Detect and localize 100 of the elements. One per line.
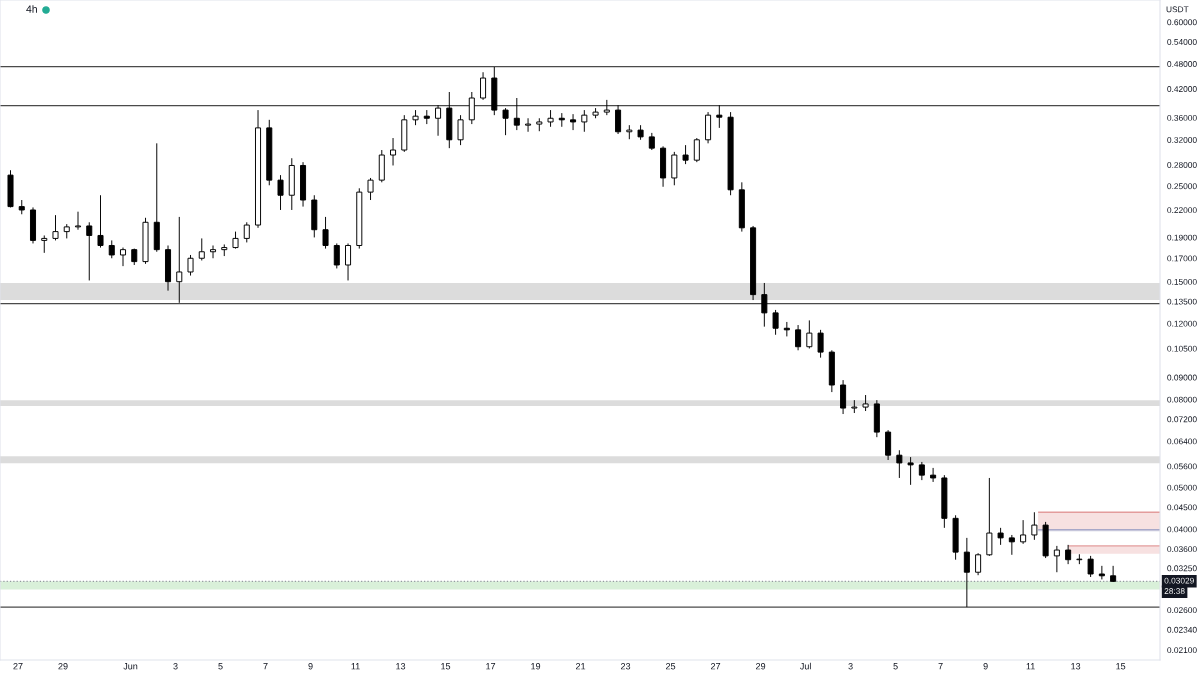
candlestick [907, 456, 914, 486]
y-tick-label: 0.06400 [1167, 438, 1197, 445]
candlestick [1008, 534, 1015, 556]
x-tick-label: 3 [173, 663, 178, 670]
candlestick [918, 461, 925, 481]
y-tick-label: 0.04000 [1167, 526, 1197, 533]
candlestick [502, 107, 509, 136]
x-tick-label: 29 [756, 663, 766, 670]
x-tick-label: 15 [441, 663, 451, 670]
y-tick-label: 0.25000 [1167, 183, 1197, 190]
x-tick-label: 11 [1026, 663, 1035, 670]
x-tick-label: 9 [308, 663, 313, 670]
y-tick-label: 0.05000 [1167, 484, 1197, 491]
y-tick-label: 0.48000 [1167, 61, 1197, 67]
candlestick [277, 174, 284, 211]
y-tick-label: 0.17000 [1167, 255, 1197, 262]
y-tick-label: 0.19000 [1167, 234, 1197, 241]
x-tick-label: 21 [576, 663, 586, 670]
x-tick-label: 11 [351, 663, 360, 670]
x-tick-label: 5 [893, 663, 898, 670]
candlestick [817, 329, 824, 359]
x-tick-label: 25 [666, 663, 676, 670]
y-tick-label: 0.15000 [1167, 278, 1197, 285]
x-tick-label: 13 [396, 663, 406, 670]
y-tick-label: 0.42000 [1167, 86, 1197, 92]
candlestick [806, 319, 813, 349]
x-tick-label: 7 [938, 663, 943, 670]
candlestick [468, 91, 475, 125]
y-axis-title: USDT [1166, 6, 1189, 13]
candlestick [671, 151, 678, 186]
candlestick [390, 137, 397, 166]
candlestick [682, 144, 689, 165]
y-tick-label: 0.07200 [1167, 416, 1197, 423]
candlestick [1065, 544, 1072, 565]
candlestick [975, 552, 982, 576]
candlestick [896, 449, 903, 479]
candlestick [716, 104, 723, 129]
candlestick [986, 477, 993, 557]
candlestick [52, 214, 59, 241]
candlestick [693, 137, 700, 163]
x-tick-label: 15 [1116, 663, 1126, 670]
candlestick [322, 216, 329, 250]
x-tick-label: 13 [1071, 663, 1081, 670]
candlestick [74, 211, 82, 231]
y-tick-label: 0.02340 [1167, 626, 1197, 633]
candlestick [761, 282, 768, 328]
candlestick [435, 104, 442, 137]
candlestick [1031, 511, 1038, 541]
candlestick [198, 237, 205, 261]
x-tick-label: 27 [13, 663, 23, 670]
ref-line-label: 0.03029 [1164, 577, 1194, 584]
candlestick [187, 254, 194, 277]
y-tick-label: 0.03600 [1167, 546, 1197, 553]
y-tick-label: 0.60000 [1167, 19, 1197, 26]
candlestick [97, 194, 104, 249]
candlestick [345, 242, 352, 281]
candlestick [1053, 545, 1060, 573]
candlestick [1020, 519, 1027, 545]
y-tick-label: 0.22000 [1167, 207, 1197, 214]
y-tick-label: 0.08000 [1167, 396, 1197, 403]
candlestick [210, 244, 217, 259]
candlestick [480, 71, 487, 101]
candlestick [581, 109, 588, 133]
y-tick-label: 0.04500 [1167, 504, 1197, 511]
x-tick-label: 9 [983, 663, 988, 670]
candlestick [243, 221, 250, 243]
y-tick-label: 0.28000 [1167, 162, 1197, 168]
y-tick-label: 0.03250 [1167, 565, 1197, 572]
candlestick [1110, 565, 1117, 583]
x-tick-label: Jun [123, 663, 138, 670]
candlestick [333, 242, 340, 269]
y-tick-label: 0.05600 [1167, 463, 1197, 470]
x-tick-label: 7 [263, 663, 268, 670]
x-tick-label: 19 [531, 663, 541, 670]
y-tick-label: 0.10500 [1167, 345, 1197, 352]
x-tick-label: Jul [799, 662, 811, 670]
y-tick-label: 0.02100 [1167, 647, 1197, 654]
candlestick [513, 97, 520, 131]
candlestick [795, 324, 802, 351]
x-tick-label: 29 [58, 663, 68, 670]
y-tick-label: 0.12000 [1167, 320, 1197, 327]
text: 28:38 [1164, 588, 1185, 594]
y-tick-label: 0.02600 [1167, 607, 1197, 614]
candlestick [615, 104, 622, 135]
x-tick-label: 17 [486, 663, 496, 670]
candlestick [86, 221, 93, 281]
y-tick-label: 0.13500 [1167, 298, 1197, 305]
y-tick-label: 0.32000 [1167, 136, 1197, 143]
candlestick [457, 114, 464, 146]
chart-title: 4h [26, 5, 37, 13]
x-tick-label: 27 [711, 663, 721, 670]
y-tick-label: 0.54000 [1167, 38, 1197, 45]
candlestick [1087, 555, 1094, 578]
candlestick [963, 537, 970, 608]
candlestick [367, 177, 374, 201]
x-tick-label: 3 [848, 663, 853, 670]
candlestick [570, 113, 577, 131]
candlestick [525, 117, 532, 133]
x-tick-label: 5 [218, 663, 223, 670]
y-tick-label: 0.36000 [1167, 114, 1197, 121]
